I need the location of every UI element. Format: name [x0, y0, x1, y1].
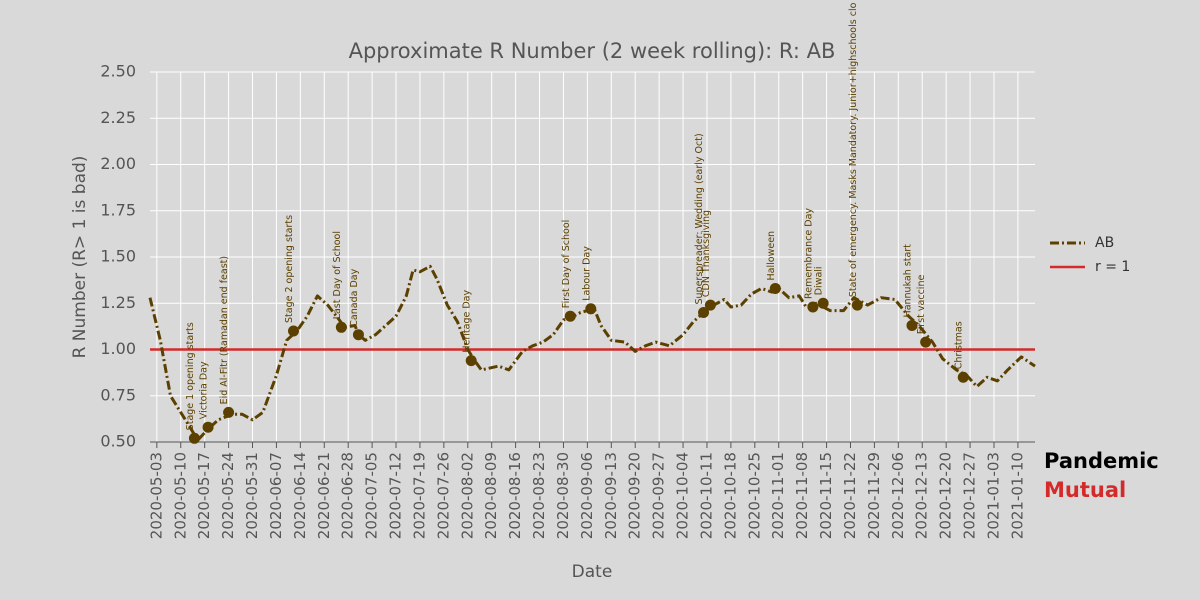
annotation-label: Eid Al-Fitr (Ramadan end feast) — [219, 256, 230, 405]
y-tick-label: 2.50 — [100, 62, 136, 81]
y-tick-label: 1.50 — [100, 247, 136, 266]
x-tick-label: 2020-11-15 — [817, 452, 835, 539]
annotation-dot — [698, 307, 710, 318]
annotation-dot — [352, 329, 364, 341]
brand-line2: Mutual — [1044, 478, 1126, 502]
x-tick-label: 2020-06-07 — [267, 452, 285, 539]
annotation-label: Victoria Day — [199, 361, 210, 419]
x-tick-label: 2020-12-13 — [913, 452, 931, 539]
y-tick-label: 0.75 — [100, 385, 136, 404]
x-tick-label: 2020-10-18 — [721, 452, 739, 539]
annotation-label: Diwali — [814, 266, 825, 295]
annotation-label: Superspreader: Wedding (early Oct) — [694, 133, 705, 304]
annotation-dot — [564, 310, 576, 322]
x-tick-label: 2020-05-03 — [147, 452, 165, 539]
x-tick-label: 2020-11-01 — [769, 452, 787, 539]
annotation-label: Last Day of School — [332, 231, 343, 319]
brand-line1: Pandemic — [1044, 449, 1159, 473]
x-tick-label: 2020-12-27 — [961, 452, 979, 539]
x-tick-label: 2020-12-06 — [889, 452, 907, 539]
annotation-dot — [288, 325, 300, 337]
annotation-label: Heritage Day — [462, 289, 473, 352]
annotation-dot — [817, 297, 829, 309]
annotation-dot — [851, 299, 863, 311]
annotation-dot — [906, 319, 918, 331]
x-tick-label: 2020-05-17 — [195, 452, 213, 539]
y-tick-label: 2.00 — [100, 154, 136, 173]
legend-label: r = 1 — [1095, 259, 1130, 275]
y-tick-label: 1.00 — [100, 339, 136, 358]
annotation-label: First vaccine — [916, 275, 927, 335]
x-tick-label: 2021-01-03 — [984, 452, 1002, 539]
annotation-dot — [807, 301, 819, 313]
annotation-label: Stage 2 opening starts — [284, 215, 295, 323]
x-tick-label: 2020-05-31 — [243, 452, 261, 539]
legend-label: AB — [1095, 235, 1114, 251]
annotation-dot — [585, 303, 597, 315]
x-tick-label: 2020-06-14 — [291, 452, 309, 539]
x-tick-label: 2020-05-24 — [219, 452, 237, 539]
annotation-dot — [920, 336, 932, 348]
y-axis-label: R Number (R> 1 is bad) — [70, 156, 90, 359]
annotation-dot — [202, 421, 214, 433]
x-tick-label: 2020-09-06 — [578, 452, 596, 539]
x-axis-label: Date — [572, 562, 613, 582]
x-tick-label: 2020-08-16 — [506, 452, 524, 539]
annotation-label: Halloween — [766, 231, 777, 281]
annotation-label: First Day of School — [561, 220, 572, 309]
annotation-label: Christmas — [954, 321, 965, 369]
x-tick-label: 2020-12-20 — [937, 452, 955, 539]
x-tick-label: 2020-07-19 — [410, 452, 428, 539]
x-tick-label: 2020-10-04 — [674, 452, 692, 539]
x-tick-label: 2020-08-09 — [482, 452, 500, 539]
x-tick-label: 2021-01-10 — [1008, 452, 1026, 539]
annotation-dot — [188, 432, 200, 444]
x-tick-label: 2020-06-21 — [315, 452, 333, 539]
annotation-label: CDN Thanksgiving — [701, 210, 712, 297]
x-tick-label: 2020-07-12 — [387, 452, 405, 539]
x-tick-label: 2020-05-10 — [171, 452, 189, 539]
x-tick-label: 2020-08-02 — [458, 452, 476, 539]
y-tick-label: 0.50 — [100, 432, 136, 451]
chart-title: Approximate R Number (2 week rolling): R… — [349, 39, 836, 63]
y-tick-label: 1.75 — [100, 200, 136, 219]
annotation-label: Remembrance Day — [803, 208, 814, 299]
annotation-dot — [335, 321, 347, 333]
x-tick-label: 2020-10-11 — [697, 452, 715, 539]
x-tick-label: 2020-07-26 — [434, 452, 452, 539]
x-tick-label: 2020-08-23 — [530, 452, 548, 539]
y-tick-label: 2.25 — [100, 108, 136, 127]
x-tick-label: 2020-08-30 — [554, 452, 572, 539]
x-tick-label: 2020-09-20 — [626, 452, 644, 539]
annotation-label: Canada Day — [349, 268, 360, 326]
x-tick-label: 2020-11-22 — [841, 452, 859, 539]
annotation-label: Stage 1 opening starts — [185, 322, 196, 430]
x-tick-label: 2020-06-28 — [339, 452, 357, 539]
annotation-dot — [465, 355, 477, 367]
x-tick-label: 2020-10-25 — [745, 452, 763, 539]
annotation-dot — [769, 282, 781, 294]
annotation-dot — [223, 406, 235, 418]
annotation-dot — [704, 299, 716, 311]
annotation-dot — [957, 371, 969, 383]
x-tick-label: 2020-09-13 — [602, 452, 620, 539]
x-tick-label: 2020-09-27 — [650, 452, 668, 539]
x-tick-label: 2020-11-29 — [865, 452, 883, 539]
x-tick-label: 2020-07-05 — [363, 452, 381, 539]
y-tick-label: 1.25 — [100, 293, 136, 312]
x-tick-label: 2020-11-08 — [793, 452, 811, 539]
annotation-label: Labour Day — [581, 246, 592, 301]
annotation-label: Hannukah start — [902, 244, 913, 318]
annotation-label: State of emergency. Masks Mandatory. Jun… — [848, 2, 859, 297]
